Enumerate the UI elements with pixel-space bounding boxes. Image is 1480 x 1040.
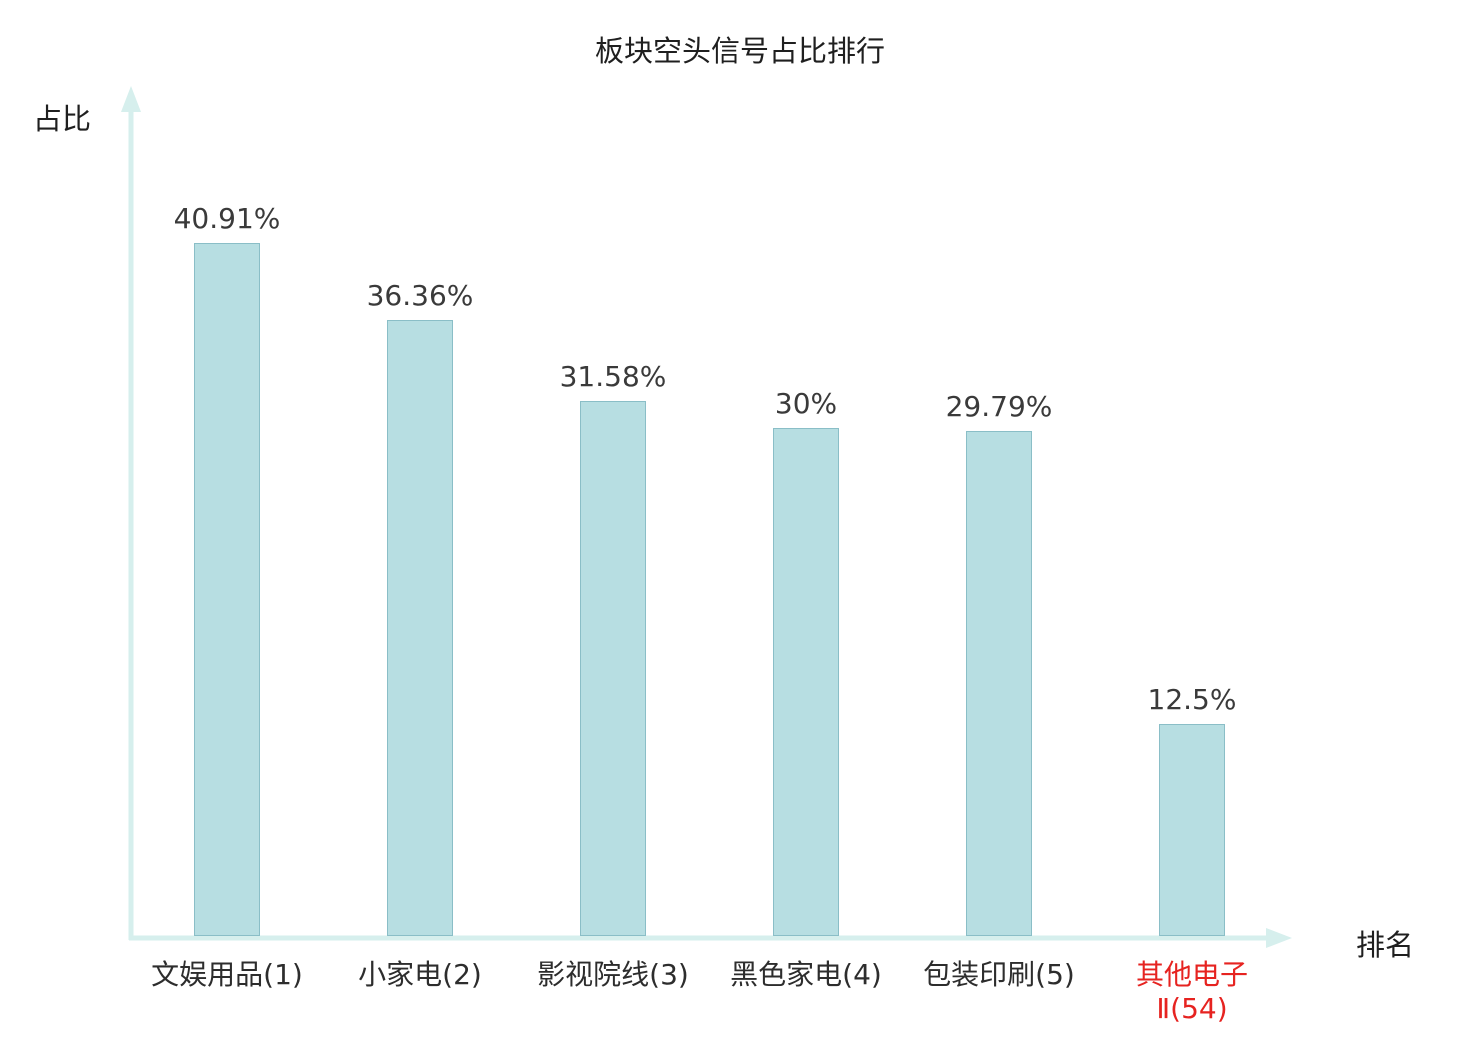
bar (194, 243, 260, 936)
bar-value-label: 40.91% (173, 202, 281, 235)
bar-value-label: 30% (774, 387, 838, 420)
x-tick-label: 包装印刷(5) (923, 958, 1075, 991)
x-tick-label: 影视院线(3) (537, 958, 689, 991)
bar-value-label: 36.36% (366, 279, 474, 312)
x-axis-arrow-icon (1266, 928, 1292, 948)
bar-value-label: 29.79% (945, 390, 1053, 423)
bar (966, 431, 1032, 936)
bar (1159, 724, 1225, 936)
x-tick-label: 小家电(2) (358, 958, 482, 991)
y-axis-label: 占比 (33, 102, 92, 136)
bar (773, 428, 839, 936)
x-axis-label: 排名 (1356, 928, 1415, 962)
bar-value-label: 31.58% (559, 360, 667, 393)
x-tick-label: 其他电子 Ⅱ(54) (1135, 958, 1248, 1025)
y-axis-arrow-icon (121, 86, 141, 112)
bar-value-label: 12.5% (1147, 683, 1237, 716)
x-tick-label: 黑色家电(4) (730, 958, 882, 991)
bar (387, 320, 453, 936)
x-tick-label: 文娱用品(1) (151, 958, 303, 991)
bar (580, 401, 646, 936)
chart-title: 板块空头信号占比排行 (594, 34, 885, 68)
